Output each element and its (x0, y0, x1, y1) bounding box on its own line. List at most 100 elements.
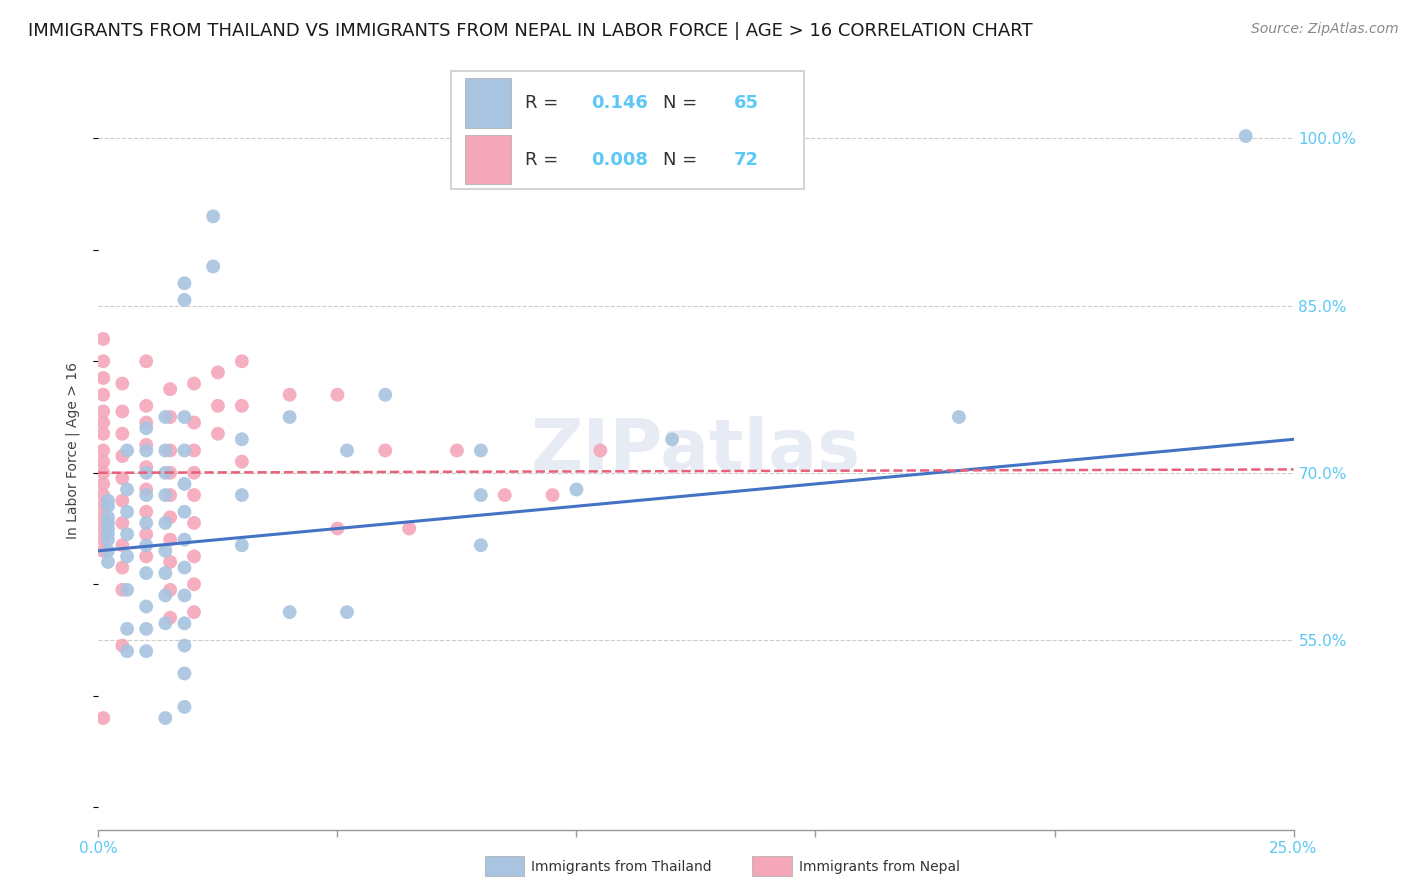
Point (159, 582, 181, 597)
Point (111, 404, 134, 418)
Point (91, 426, 114, 441)
Point (135, 505, 157, 519)
FancyBboxPatch shape (465, 135, 510, 184)
Point (155, 616, 177, 631)
Point (135, 644, 157, 658)
Point (183, 549, 205, 564)
Text: ZIPatlas: ZIPatlas (531, 416, 860, 485)
Point (135, 488, 157, 502)
Point (173, 477, 195, 491)
Point (97, 544, 120, 558)
Point (135, 527, 157, 541)
Point (159, 443, 181, 458)
Point (202, 210, 225, 224)
Point (135, 599, 157, 614)
Point (135, 549, 157, 564)
Point (207, 366, 229, 380)
Point (155, 589, 177, 603)
Point (231, 399, 253, 413)
Point (155, 410, 177, 425)
Point (115, 549, 138, 564)
Point (183, 376, 205, 391)
Point (91, 533, 114, 547)
Point (91, 387, 114, 401)
Point (183, 466, 205, 480)
Text: 65: 65 (734, 94, 759, 112)
Point (111, 516, 134, 530)
Point (91, 332, 114, 346)
Point (565, 483, 588, 497)
Point (231, 455, 253, 469)
Point (135, 566, 157, 581)
Text: R =: R = (524, 94, 564, 112)
Point (91, 522, 114, 536)
Text: Immigrants from Nepal: Immigrants from Nepal (799, 860, 960, 874)
Point (173, 410, 195, 425)
Point (173, 533, 195, 547)
Point (159, 382, 181, 396)
Point (97, 516, 120, 530)
Point (111, 582, 134, 597)
Point (231, 538, 253, 552)
Point (91, 416, 114, 430)
Point (115, 527, 138, 541)
Point (97, 555, 120, 569)
Point (91, 544, 114, 558)
Point (111, 538, 134, 552)
Point (111, 560, 134, 574)
Point (159, 533, 181, 547)
Point (159, 611, 181, 625)
Point (97, 500, 120, 514)
Point (278, 605, 301, 619)
Point (159, 510, 181, 524)
Point (159, 555, 181, 569)
Point (173, 589, 195, 603)
Point (207, 399, 229, 413)
Point (231, 354, 253, 368)
FancyBboxPatch shape (465, 78, 510, 128)
Point (97, 522, 120, 536)
Point (91, 404, 114, 418)
Point (336, 605, 359, 619)
Point (91, 443, 114, 458)
Point (948, 410, 970, 425)
Point (135, 622, 157, 636)
Point (374, 387, 396, 401)
Point (183, 488, 205, 502)
Point (173, 277, 195, 291)
Point (231, 433, 253, 447)
Point (173, 443, 195, 458)
Point (91, 371, 114, 385)
Point (278, 410, 301, 425)
Point (541, 488, 564, 502)
Point (159, 488, 181, 502)
Point (155, 516, 177, 530)
Text: N =: N = (662, 94, 703, 112)
Point (1234, 129, 1257, 144)
Point (135, 483, 157, 497)
Point (589, 443, 612, 458)
Point (135, 443, 157, 458)
Point (111, 493, 134, 508)
Point (155, 466, 177, 480)
Point (115, 644, 138, 658)
Point (135, 438, 157, 452)
Point (91, 455, 114, 469)
Point (135, 421, 157, 435)
Point (207, 426, 229, 441)
Point (91, 354, 114, 368)
Point (183, 443, 205, 458)
Point (231, 488, 253, 502)
Point (91, 466, 114, 480)
Point (135, 466, 157, 480)
Point (173, 700, 195, 714)
Text: N =: N = (662, 151, 703, 169)
Point (91, 510, 114, 524)
Point (173, 505, 195, 519)
Point (183, 416, 205, 430)
Point (173, 560, 195, 574)
Point (91, 488, 114, 502)
Text: Immigrants from Thailand: Immigrants from Thailand (531, 860, 711, 874)
Point (159, 410, 181, 425)
Point (91, 500, 114, 514)
